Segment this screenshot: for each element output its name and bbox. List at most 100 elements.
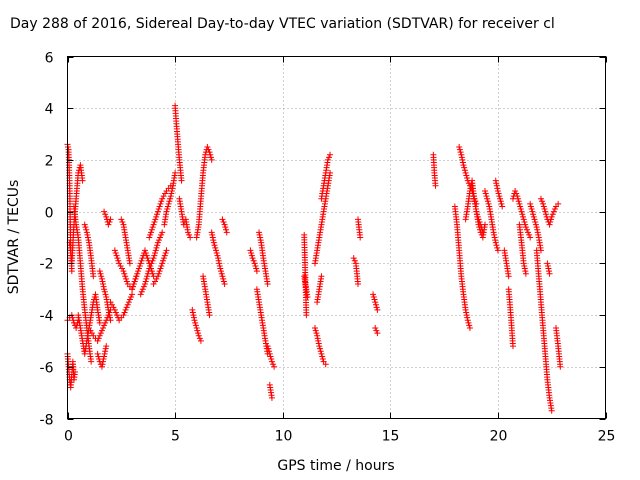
data-point [131, 278, 138, 285]
data-point [154, 273, 161, 280]
data-point [526, 231, 533, 238]
data-point [481, 221, 488, 228]
data-point [505, 273, 512, 280]
data-point [207, 154, 214, 161]
data-point [264, 281, 271, 288]
data-point [98, 363, 105, 370]
data-point [540, 203, 547, 210]
data-point [460, 162, 467, 169]
data-point [557, 363, 564, 370]
data-point [103, 213, 110, 220]
x-tick-labels: 0 5 10 15 20 25 [64, 429, 615, 445]
data-point [178, 177, 185, 184]
data-point [318, 350, 325, 357]
data-point [209, 234, 216, 241]
data-point [211, 242, 218, 249]
data-point [492, 239, 499, 246]
data-point [212, 244, 219, 251]
data-point [459, 156, 466, 163]
data-point [129, 286, 136, 293]
data-point [164, 206, 171, 213]
data-point [550, 208, 557, 215]
data-point [108, 301, 115, 308]
data-point [106, 312, 113, 319]
data-point [548, 213, 555, 220]
data-point [152, 216, 159, 223]
data-point [100, 283, 107, 290]
data-point [101, 322, 108, 329]
data-point [494, 244, 501, 251]
data-point [518, 208, 525, 215]
data-point [88, 358, 95, 365]
data-point [206, 312, 213, 319]
data-point [160, 257, 167, 264]
data-point [144, 270, 151, 277]
data-point [373, 327, 380, 334]
y-tick-label: -2 [40, 257, 54, 273]
data-point [544, 260, 551, 267]
data-point [214, 252, 221, 259]
data-point [514, 193, 521, 200]
data-point [248, 250, 255, 257]
data-point [86, 325, 93, 331]
data-point [313, 330, 320, 337]
data-point [481, 187, 488, 194]
data-point [148, 260, 155, 267]
data-point [483, 193, 490, 200]
data-point [466, 325, 473, 331]
data-point [494, 187, 501, 194]
data-point [513, 190, 520, 197]
data-point [155, 270, 162, 277]
data-point [70, 317, 77, 324]
data-point [186, 231, 193, 238]
data-point [151, 218, 158, 225]
data-point [68, 268, 75, 275]
data-point [250, 257, 257, 264]
data-point [107, 314, 114, 321]
data-point [212, 247, 219, 254]
data-point [527, 203, 534, 210]
data-point [499, 203, 506, 210]
data-point [117, 262, 124, 269]
y-tick-label: -6 [40, 361, 54, 377]
data-point [372, 301, 379, 308]
y-axis-label: SDTVAR / TECUs [6, 180, 22, 295]
data-point [528, 206, 535, 213]
data-point [522, 221, 529, 228]
data-point [100, 358, 107, 365]
data-point [120, 268, 127, 275]
data-point [530, 211, 537, 218]
data-point [544, 262, 551, 269]
data-point [195, 330, 202, 337]
data-point [98, 273, 105, 280]
data-point [157, 200, 164, 207]
data-point [521, 218, 528, 225]
data-point [96, 319, 103, 326]
data-point [265, 345, 272, 352]
data-point [271, 363, 278, 370]
data-point [154, 242, 161, 249]
data-point [312, 327, 319, 334]
y-tick-label: 6 [45, 51, 54, 67]
data-point [195, 332, 202, 339]
data-point [523, 226, 530, 233]
data-point [103, 343, 110, 350]
data-point [158, 231, 165, 238]
data-point [113, 252, 120, 259]
data-point [215, 255, 222, 262]
data-point [540, 200, 547, 207]
data-point [122, 273, 129, 280]
data-point [101, 350, 108, 357]
data-point [160, 193, 167, 200]
data-point [150, 221, 157, 228]
data-point [314, 335, 321, 342]
data-point [493, 180, 500, 187]
data-point [266, 350, 273, 357]
data-point [319, 353, 326, 360]
data-point [141, 281, 148, 288]
data-point [124, 301, 131, 308]
data-point [546, 268, 553, 275]
data-point [167, 193, 174, 200]
data-point [94, 337, 101, 344]
